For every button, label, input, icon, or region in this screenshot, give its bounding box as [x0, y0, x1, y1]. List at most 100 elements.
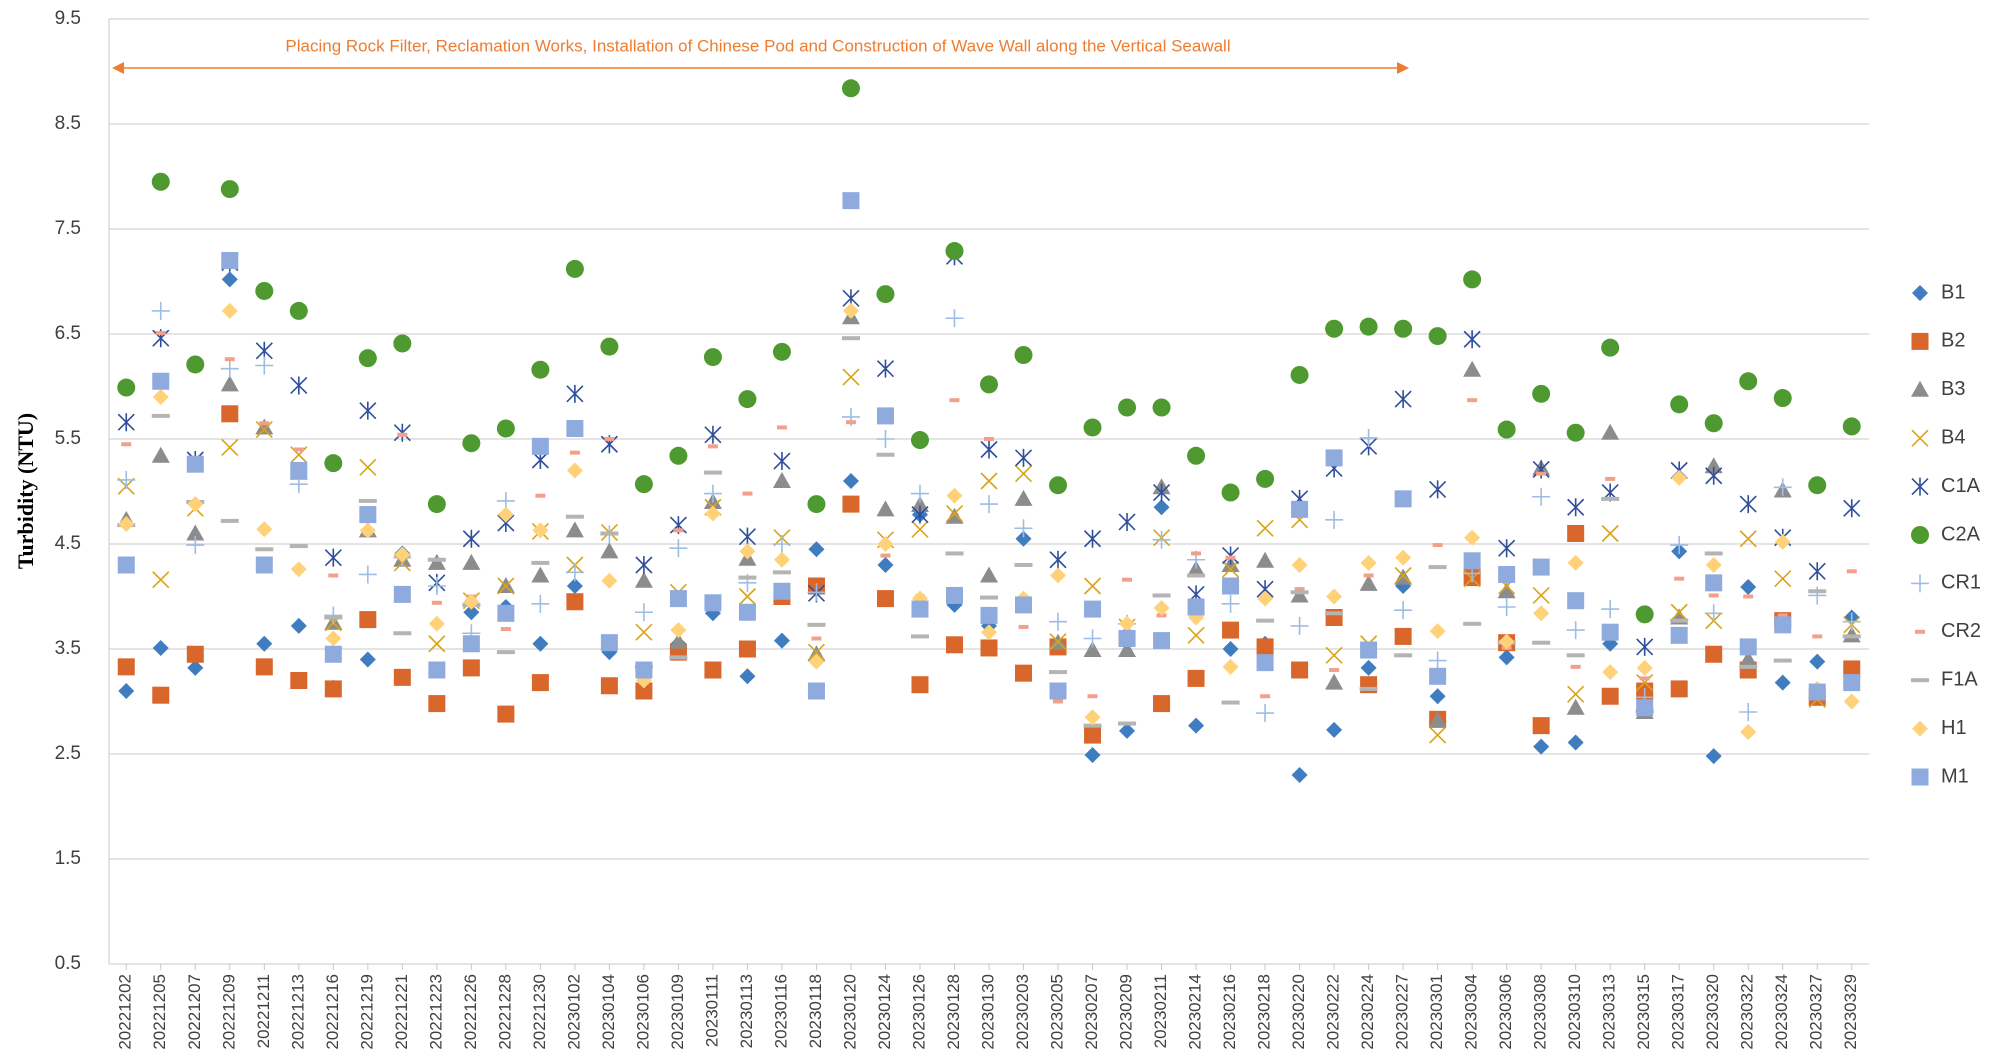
data-point	[1497, 582, 1516, 599]
data-point	[1015, 530, 1032, 547]
data-point	[772, 472, 791, 488]
data-point	[1808, 589, 1827, 594]
data-point	[1740, 723, 1757, 740]
data-point	[289, 544, 308, 549]
data-point	[1188, 717, 1205, 734]
data-point	[1256, 638, 1274, 656]
data-point	[1014, 346, 1033, 364]
data-point	[635, 682, 653, 700]
y-tick-label: 1.5	[55, 848, 81, 869]
x-tick-label: 20230211	[1151, 974, 1170, 1048]
data-point	[738, 390, 757, 409]
data-point	[600, 677, 618, 695]
x-tick-label: 20230317	[1669, 974, 1688, 1050]
data-point	[463, 604, 480, 621]
data-point	[1014, 563, 1033, 567]
data-point	[1359, 686, 1378, 691]
data-point	[256, 635, 273, 652]
data-point	[1670, 626, 1688, 644]
data-point	[704, 661, 722, 679]
data-point	[703, 470, 722, 475]
data-point	[255, 547, 274, 552]
data-point	[324, 454, 343, 473]
data-point	[1290, 365, 1309, 384]
data-point	[1463, 621, 1482, 626]
data-point	[1118, 398, 1137, 417]
data-point	[1326, 721, 1343, 738]
data-point	[1291, 767, 1308, 783]
data-point	[151, 446, 170, 463]
x-tick-label: 20230102	[564, 974, 583, 1050]
data-point	[980, 495, 998, 514]
x-tick-label: 20230124	[875, 974, 894, 1050]
y-tick-label: 2.5	[55, 743, 81, 764]
data-point	[1260, 694, 1271, 699]
data-point	[704, 425, 722, 444]
x-tick-label: 20230320	[1703, 974, 1722, 1050]
x-tick-label: 20230224	[1358, 974, 1377, 1050]
legend-marker	[1911, 477, 1929, 496]
data-point	[1256, 704, 1275, 723]
data-point	[462, 635, 480, 653]
legend-marker	[1911, 574, 1929, 593]
data-point	[945, 551, 964, 556]
data-point	[1498, 539, 1516, 558]
data-point	[221, 271, 238, 288]
data-point	[1222, 658, 1239, 675]
data-point	[224, 357, 235, 362]
data-point	[1532, 717, 1550, 735]
data-point	[910, 634, 929, 639]
x-tick-label: 20230203	[1013, 974, 1032, 1050]
data-point	[1705, 466, 1723, 485]
data-point	[1497, 598, 1516, 616]
legend-marker	[1912, 285, 1928, 301]
data-point	[1773, 389, 1792, 408]
x-tick-label: 20230324	[1772, 974, 1791, 1050]
data-point	[151, 413, 170, 418]
data-point	[220, 359, 239, 378]
data-point	[1639, 676, 1650, 681]
data-point	[984, 437, 994, 441]
data-point	[1153, 600, 1170, 617]
x-tick-label: 20221207	[185, 974, 204, 1050]
x-tick-label: 20230304	[1462, 974, 1481, 1050]
data-point	[1740, 579, 1757, 596]
data-point	[703, 484, 722, 503]
legend-marker	[1911, 332, 1929, 350]
data-point	[428, 695, 446, 713]
data-point	[1291, 557, 1308, 573]
data-point	[772, 342, 791, 361]
data-point	[1774, 570, 1792, 588]
data-point	[324, 606, 343, 625]
x-tick-label: 20230306	[1496, 974, 1515, 1050]
x-tick-label: 20230315	[1634, 974, 1653, 1050]
data-point	[1290, 586, 1309, 603]
data-point	[1329, 668, 1340, 672]
data-point	[1704, 414, 1723, 433]
data-point	[1014, 489, 1033, 506]
data-point	[704, 505, 721, 522]
data-point	[1498, 565, 1516, 583]
data-point	[531, 360, 550, 379]
data-point	[187, 659, 204, 676]
data-point	[1777, 613, 1788, 618]
data-point	[772, 570, 791, 575]
data-point	[1739, 495, 1757, 514]
x-tick-label: 20230310	[1565, 974, 1584, 1050]
data-point	[1463, 360, 1482, 377]
data-point	[1359, 574, 1378, 591]
data-point	[566, 420, 584, 437]
data-point	[1567, 554, 1584, 571]
data-point	[1394, 566, 1412, 585]
x-tick-label: 20230209	[1117, 974, 1136, 1050]
data-point	[152, 639, 169, 656]
data-point	[1153, 499, 1170, 516]
data-point	[290, 561, 307, 578]
data-point	[221, 405, 239, 423]
data-point	[842, 302, 859, 319]
data-point	[1566, 653, 1585, 658]
data-point	[1015, 664, 1033, 682]
y-axis-label: Turbidity (NTU)	[13, 413, 38, 569]
data-point	[151, 301, 170, 320]
legend-marker	[1911, 768, 1929, 786]
